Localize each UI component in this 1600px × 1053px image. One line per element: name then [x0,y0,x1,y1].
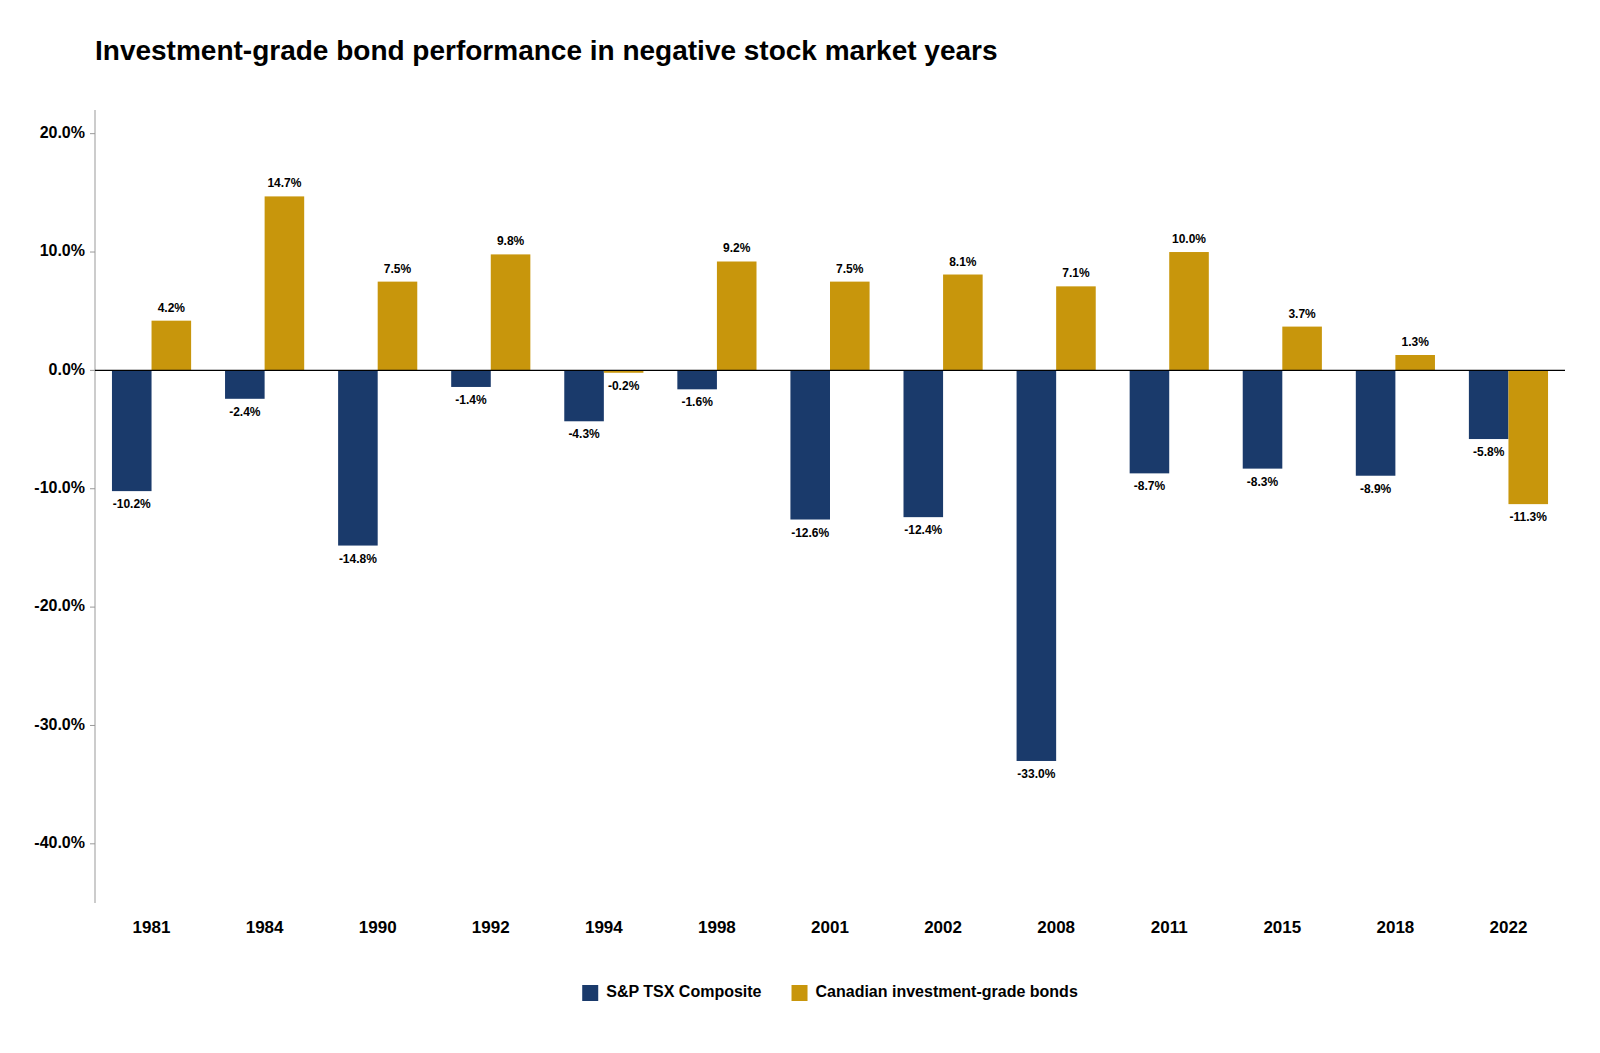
data-label: 8.1% [949,255,977,269]
data-label: 9.2% [723,241,751,255]
bar [378,282,418,371]
x-tick-label: 2018 [1376,918,1414,937]
x-tick-label: 1994 [585,918,623,937]
bar [152,321,192,371]
data-label: 7.5% [384,262,412,276]
data-label: -12.6% [791,526,829,540]
bar [830,282,870,371]
data-label: 3.7% [1288,307,1316,321]
data-label: 14.7% [267,176,301,190]
bar [1130,370,1170,473]
x-ticks: 1981 1984 1990 1992 1994 1998 2001 2002 2008 2011… [133,918,1528,937]
bar [491,254,531,370]
legend-swatch [582,985,598,1001]
data-labels: -10.2% -2.4% -14.8% -1.4% -4.3% -1.6% -12.6% -1… [113,176,1548,781]
bar [1469,370,1509,439]
bar [338,370,378,545]
x-tick-label: 1998 [698,918,736,937]
bar [1056,286,1096,370]
data-label: -33.0% [1017,767,1055,781]
x-tick-label: 1990 [359,918,397,937]
bar [225,370,265,398]
bar [943,275,983,371]
bar [904,370,944,517]
x-tick-label: 1981 [133,918,171,937]
y-axis-line [95,110,96,903]
y-tick-label: -10.0% [34,479,85,496]
bar [1508,370,1548,504]
y-tick-label: -20.0% [34,597,85,614]
data-label: -1.6% [681,395,713,409]
bar [112,370,152,491]
bar [717,261,757,370]
y-tick [90,370,95,371]
bar [1017,370,1057,761]
bar [677,370,717,389]
y-tick-label: 0.0% [49,361,85,378]
x-tick-label: 1984 [246,918,284,937]
data-label: -8.7% [1134,479,1166,493]
y-tick-label: 20.0% [40,124,85,141]
x-tick-label: 2011 [1151,918,1188,937]
data-label: 1.3% [1401,335,1429,349]
bar [1243,370,1283,468]
legend-label: Canadian investment-grade bonds [816,983,1078,1000]
data-label: -8.9% [1360,482,1392,496]
data-label: -2.4% [229,405,261,419]
data-label: 7.5% [836,262,864,276]
legend-label: S&P TSX Composite [606,983,761,1000]
y-tick [90,252,95,253]
data-label: 7.1% [1062,266,1090,280]
x-tick-label: 2008 [1037,918,1075,937]
data-label: 10.0% [1172,232,1206,246]
y-tick [90,843,95,844]
bar [1356,370,1396,475]
data-label: -14.8% [339,552,377,566]
y-tick-label: -40.0% [34,834,85,851]
legend: S&P TSX Composite Canadian investment-gra… [582,983,1078,1001]
data-label: -4.3% [568,427,600,441]
y-ticks: 20.0% 10.0% 0.0% -10.0% -20.0% -30.0% -40.0% [34,124,95,851]
bar [265,196,305,370]
y-tick-label: 10.0% [40,242,85,259]
data-label: 4.2% [158,301,186,315]
x-tick-label: 2001 [811,918,849,937]
y-tick-label: -30.0% [34,716,85,733]
x-tick-label: 1992 [472,918,510,937]
x-tick-label: 2002 [924,918,962,937]
background [0,0,1600,1053]
x-tick-label: 2015 [1263,918,1301,937]
y-tick [90,133,95,134]
data-label: -5.8% [1473,445,1505,459]
title: Investment-grade bond performance in neg… [95,35,998,66]
bar [1282,327,1322,371]
zero-line [95,370,1565,371]
bar [1395,355,1435,370]
bars [112,196,1548,761]
bar [564,370,604,421]
data-label: -1.4% [455,393,487,407]
y-tick [90,725,95,726]
data-label: -8.3% [1247,475,1279,489]
data-label: -10.2% [113,497,151,511]
y-tick [90,607,95,608]
bar [790,370,830,519]
data-label: -11.3% [1510,510,1548,524]
x-tick-label: 2022 [1490,918,1528,937]
bar [451,370,491,387]
data-label: -12.4% [904,523,942,537]
data-label: -0.2% [608,379,640,393]
data-label: 9.8% [497,234,525,248]
legend-swatch [792,985,808,1001]
bar [1169,252,1209,370]
y-tick [90,488,95,489]
